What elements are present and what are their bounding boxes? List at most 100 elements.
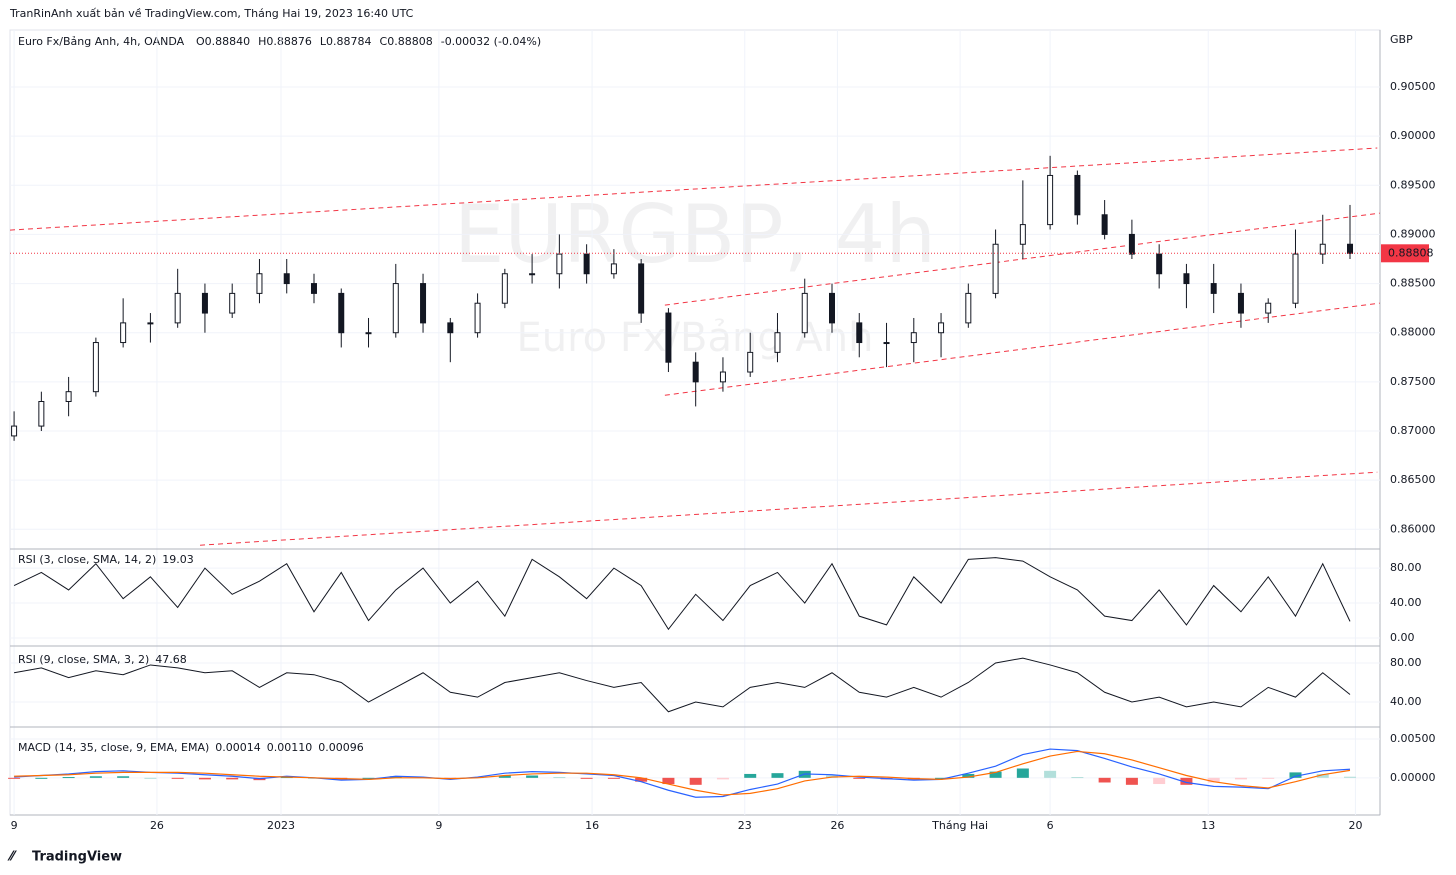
- candle-body: [283, 273, 290, 285]
- macd-histogram-bar: [1262, 777, 1275, 779]
- candle-body: [1183, 273, 1190, 285]
- y-tick-label: 0.89000: [1390, 227, 1436, 240]
- frame: [9, 29, 1381, 816]
- ohlc-value: H0.88876: [258, 35, 312, 48]
- candle-body: [829, 292, 835, 324]
- indicator-value: 19.03: [162, 553, 194, 566]
- candle-body: [147, 322, 154, 325]
- y-tick-label: 80.00: [1390, 656, 1422, 669]
- indicator-value: 0.00014: [215, 741, 261, 754]
- x-tick-label: 20: [1348, 819, 1362, 832]
- macd-histogram-bar: [1234, 777, 1247, 780]
- macd-histogram-bar: [35, 777, 48, 779]
- indicator-name: RSI (3, close, SMA, 14, 2): [18, 553, 156, 566]
- candle-body: [556, 253, 563, 275]
- ohlc-value: O0.88840: [196, 35, 250, 48]
- x-tick-label: 26: [830, 819, 844, 832]
- candle-body: [120, 322, 127, 344]
- macd-histogram-bar: [1316, 773, 1329, 778]
- x-tick-label: 9: [435, 819, 442, 832]
- candle-body: [92, 342, 99, 393]
- candle-body: [801, 292, 808, 334]
- candle-body: [1347, 243, 1354, 254]
- price-label: 0.88808: [1388, 246, 1434, 259]
- macd-histogram-bar: [198, 777, 211, 780]
- candle-body: [610, 263, 617, 275]
- macd-histogram-bar: [389, 776, 402, 778]
- candle-body: [501, 273, 508, 304]
- candle-body: [1019, 224, 1026, 245]
- y-tick-label: 80.00: [1390, 561, 1422, 574]
- y-tick-label: 0.88000: [1390, 326, 1436, 339]
- macd-histogram-bar: [1016, 768, 1029, 778]
- candle-body: [938, 322, 945, 334]
- macd-histogram-bar: [89, 776, 102, 778]
- macd-histogram-bar: [716, 777, 729, 780]
- candle-body: [1265, 302, 1272, 314]
- currency: GBP: [1390, 33, 1413, 46]
- candle-body: [883, 342, 890, 345]
- x-tick-label: 23: [738, 819, 752, 832]
- y-tick-label: 0.90000: [1390, 129, 1436, 142]
- macd-histogram-bar: [662, 777, 675, 785]
- candle-body: [1101, 214, 1108, 235]
- indicator-value: 47.68: [155, 653, 187, 666]
- macd-histogram-bar: [144, 777, 157, 779]
- macd-histogram-bar: [580, 777, 593, 779]
- y-tick-label: 0.87500: [1390, 375, 1436, 388]
- candle-body: [1319, 243, 1326, 255]
- candle-body: [1074, 174, 1081, 216]
- indicator-value: 0.00096: [318, 741, 364, 754]
- macd-histogram-bar: [1344, 776, 1357, 778]
- candle-body: [774, 332, 781, 353]
- indicator-value: 0.00110: [267, 741, 313, 754]
- y-tick-label: 0.87000: [1390, 424, 1436, 437]
- macd-histogram-bar: [171, 777, 184, 779]
- candle-body: [365, 332, 372, 335]
- macd-histogram-bar: [1153, 777, 1166, 785]
- indicator-name: MACD (14, 35, close, 9, EMA, EMA): [18, 741, 209, 754]
- macd-histogram-bar: [1180, 777, 1193, 785]
- macd-histogram-bar: [635, 777, 648, 782]
- x-tick-label: 9: [11, 819, 18, 832]
- trendline: [664, 212, 1380, 306]
- macd-histogram-bar: [1098, 777, 1111, 783]
- candle-body: [992, 243, 999, 294]
- y-tick-label: 0.89500: [1390, 178, 1436, 191]
- rsi-line: [14, 657, 1351, 713]
- logo-icon: ⁄⁄: [7, 850, 17, 865]
- candle-body: [447, 322, 454, 334]
- macd-histogram-bar: [1289, 772, 1302, 778]
- candle-body: [1237, 292, 1244, 314]
- macd-histogram-bar: [498, 775, 511, 778]
- macd-histogram-bar: [853, 777, 866, 779]
- y-tick-label: 0.90500: [1390, 80, 1436, 93]
- symbol: Euro Fx/Bảng Anh, 4h, OANDA: [18, 35, 185, 48]
- watermark-sub: Euro Fx/Bảng Anh: [516, 315, 873, 361]
- candle-body: [1128, 233, 1135, 255]
- candle-body: [65, 391, 72, 403]
- macd-histogram-bar: [744, 773, 757, 778]
- x-tick-label: 26: [150, 819, 164, 832]
- candle-body: [174, 292, 181, 324]
- price-label-box: [1381, 244, 1429, 263]
- candle-body: [229, 292, 236, 314]
- ohlc-value: -0.00032 (-0.04%): [441, 35, 541, 48]
- macd-histogram-bar: [1207, 777, 1220, 783]
- macd-histogram-bar: [8, 777, 21, 779]
- logo[interactable]: TradingView: [32, 850, 122, 865]
- candle-body: [11, 425, 18, 437]
- macd-histogram-bar: [362, 777, 375, 779]
- trendline: [664, 302, 1380, 396]
- y-tick-label: 0.00000: [1390, 771, 1436, 784]
- candle-body: [665, 312, 672, 363]
- candle-body: [638, 263, 645, 314]
- indicator-name: RSI (9, close, SMA, 3, 2): [18, 653, 149, 666]
- macd-line: [14, 750, 1351, 796]
- macd-histogram-bar: [62, 777, 75, 779]
- macd-histogram-bar: [553, 777, 566, 779]
- macd-histogram-bar: [226, 777, 239, 780]
- x-tick-label: 6: [1047, 819, 1054, 832]
- macd-histogram-bar: [1125, 777, 1138, 785]
